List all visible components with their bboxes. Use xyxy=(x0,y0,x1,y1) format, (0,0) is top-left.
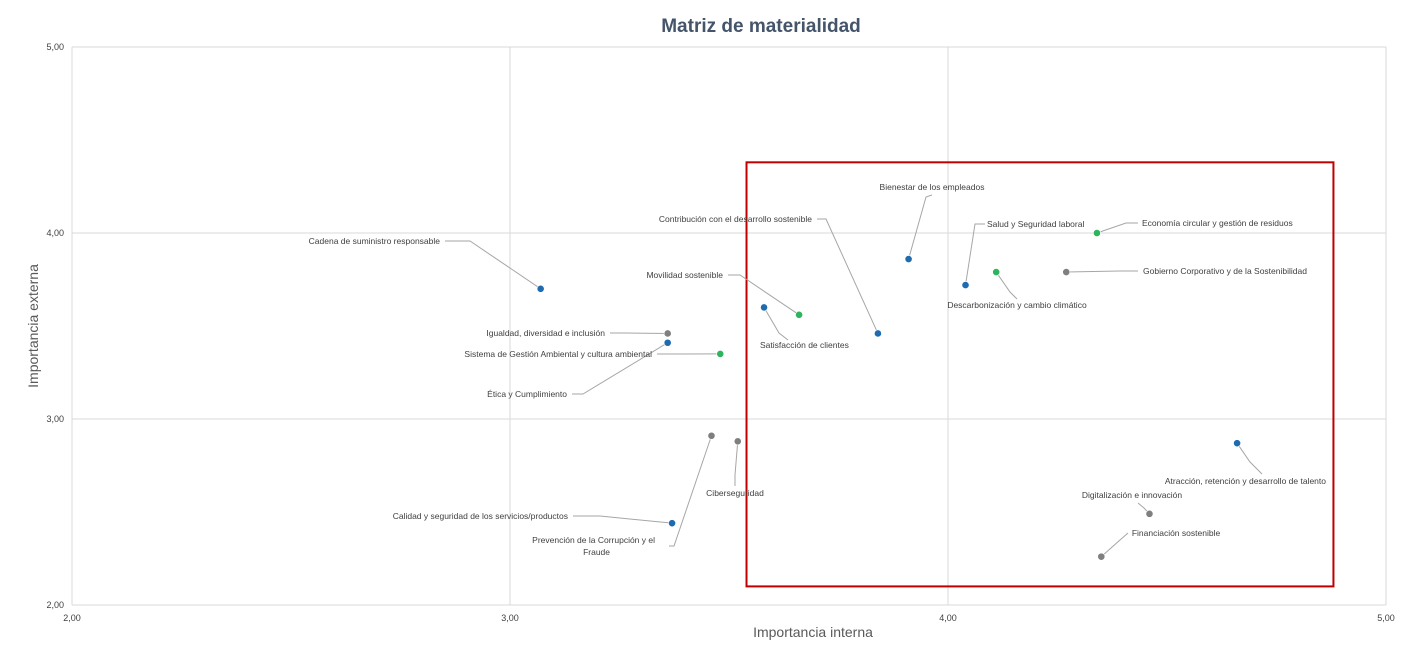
leader-line xyxy=(573,515,673,524)
highlight-box xyxy=(745,161,1335,588)
point-label: Sistema de Gestión Ambiental y cultura a… xyxy=(464,349,652,359)
leader-line xyxy=(728,274,800,316)
scatter-point xyxy=(1145,509,1154,518)
point-label: Digitalización e innovación xyxy=(1082,490,1182,500)
leader-line xyxy=(1100,532,1129,558)
point-label: Salud y Seguridad laboral xyxy=(987,219,1084,229)
point-label: Atracción, retención y desarrollo de tal… xyxy=(1165,476,1326,486)
leader-line xyxy=(965,223,985,286)
scatter-point xyxy=(716,349,725,358)
leader-line xyxy=(817,218,879,334)
leader-line xyxy=(763,307,789,341)
leader-line xyxy=(445,240,541,290)
leader-line xyxy=(669,435,712,547)
leader-line xyxy=(1236,442,1263,475)
scatter-point xyxy=(668,519,676,528)
x-tick-label: 2,00 xyxy=(63,613,81,623)
leader-line xyxy=(908,194,933,260)
point-label: Gobierno Corporativo y de la Sostenibili… xyxy=(1143,266,1307,276)
point-label: Satisfacción de clientes xyxy=(760,340,849,350)
scatter-point xyxy=(663,329,672,338)
scatter-point xyxy=(760,303,768,312)
scatter-point xyxy=(1062,268,1071,276)
y-tick-label: 5,00 xyxy=(46,42,64,52)
y-tick-label: 4,00 xyxy=(46,228,64,238)
scatter-point xyxy=(733,437,742,446)
leader-line xyxy=(1096,222,1138,234)
x-tick-label: 5,00 xyxy=(1377,613,1395,623)
scatter-point xyxy=(707,431,716,440)
chart-title: Matriz de materialidad xyxy=(661,16,861,37)
point-label: Bienestar de los empleados xyxy=(880,182,985,192)
scatter-point xyxy=(1233,439,1241,448)
scatter-point xyxy=(874,329,882,338)
point-label: Prevención de la Corrupción y el Fraude xyxy=(532,535,655,557)
scatter-point xyxy=(1093,229,1101,237)
y-axis-title: Importancia externa xyxy=(25,264,41,388)
leader-line xyxy=(995,271,1018,300)
point-label: Ciberseguridad xyxy=(706,488,764,498)
scatter-point xyxy=(663,338,672,347)
x-tick-label: 3,00 xyxy=(501,613,519,623)
leader-line xyxy=(734,441,739,486)
point-label: Descarbonización y cambio climático xyxy=(947,300,1087,310)
scatter-point xyxy=(536,284,545,293)
leader-line xyxy=(572,342,668,395)
scatter-point xyxy=(961,281,970,289)
y-tick-label: 2,00 xyxy=(46,600,64,610)
point-label: Cadena de suministro responsable xyxy=(309,236,441,246)
point-label: Contribución con el desarrollo sostenibl… xyxy=(659,214,812,224)
scatter-point xyxy=(992,268,1001,276)
leader-line xyxy=(1066,270,1138,273)
point-label: Calidad y seguridad de los servicios/pro… xyxy=(393,511,568,521)
point-label: Financiación sostenible xyxy=(1132,528,1221,538)
x-tick-label: 4,00 xyxy=(939,613,957,623)
point-label: Economía circular y gestión de residuos xyxy=(1142,218,1293,228)
scatter-point xyxy=(795,310,803,319)
point-label: Movilidad sostenible xyxy=(646,270,723,280)
x-axis-title: Importancia interna xyxy=(753,624,873,640)
scatter-point xyxy=(904,255,913,263)
scatter-point xyxy=(1097,552,1106,561)
point-label: Ética y Cumplimiento xyxy=(487,389,567,399)
point-label: Igualdad, diversidad e inclusión xyxy=(486,328,605,338)
y-tick-label: 3,00 xyxy=(46,414,64,424)
